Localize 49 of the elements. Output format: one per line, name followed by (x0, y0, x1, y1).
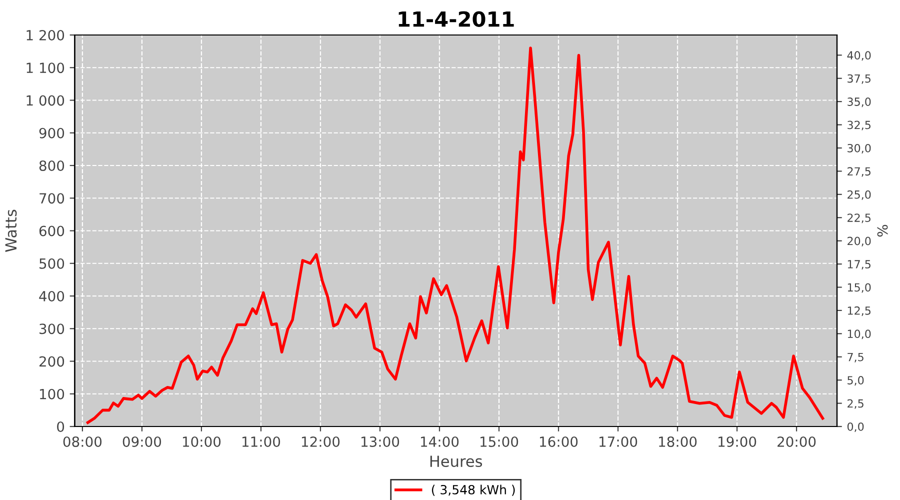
x-tick-label: 19:00 (718, 436, 756, 447)
legend-label: ( 3,548 kWh ) (432, 484, 515, 496)
y-tick-label: 0 (57, 421, 64, 432)
x-tick-label: 11:00 (242, 436, 280, 447)
y-tick-label: 100 (40, 388, 64, 400)
y-tick-label: 400 (39, 290, 64, 302)
x-tick-label: 10:00 (182, 436, 221, 447)
y2-tick-label: 5,0 (848, 376, 864, 386)
x-tick-label: 20:00 (778, 436, 816, 447)
y-tick-label: 900 (39, 128, 64, 138)
y2-tick-label: 27,5 (848, 167, 870, 177)
y2-tick-label: 20,0 (848, 236, 871, 246)
y2-tick-label: 10,0 (848, 330, 871, 340)
x-tick-label: 12:00 (302, 436, 340, 447)
x-tick-label: 13:00 (361, 436, 400, 447)
y-tick-label: 700 (40, 193, 64, 204)
y2-tick-label: 25,0 (848, 190, 871, 200)
y-tick-label: 300 (40, 324, 64, 334)
y-tick-label: 1 100 (26, 62, 64, 74)
y2-tick-label: 30,0 (848, 144, 871, 154)
y2-tick-label: 37,5 (848, 74, 870, 84)
y-tick-label: 1 000 (26, 95, 64, 106)
x-tick-label: 14:00 (421, 436, 459, 447)
y2-tick-label: 35,0 (848, 98, 871, 108)
y-tick-label: 200 (39, 356, 64, 367)
y-axis-title: Watts (5, 210, 17, 252)
y-tick-label: 600 (39, 226, 64, 236)
y-tick-label: 500 (40, 258, 64, 269)
x-tick-label: 17:00 (600, 436, 638, 447)
y2-tick-label: 0,0 (847, 422, 864, 432)
x-tick-label: 18:00 (659, 436, 697, 447)
x-tick-label: 16:00 (540, 436, 578, 447)
y2-tick-label: 22,5 (848, 214, 870, 224)
x-tick-label: 15:00 (480, 436, 518, 447)
x-tick-label: 09:00 (122, 436, 162, 447)
y2-tick-label: 17,5 (848, 260, 870, 270)
x-tick-label: 08:00 (63, 436, 102, 447)
y2-tick-label: 12,5 (848, 306, 870, 316)
y2-tick-label: 2,5 (848, 399, 864, 409)
y2-tick-label: 15,0 (848, 283, 871, 293)
y2-tick-label: 40,0 (847, 51, 871, 61)
y2-axis-title: % (877, 224, 888, 237)
x-axis-title: Heures (430, 456, 482, 468)
chart-title: 11-4-2011 (398, 11, 514, 27)
y2-tick-label: 32,5 (848, 120, 870, 130)
y-tick-label: 800 (39, 160, 64, 171)
y2-tick-label: 7,5 (848, 352, 864, 362)
line-series (86, 46, 824, 424)
y-tick-label: 1 200 (26, 30, 64, 40)
